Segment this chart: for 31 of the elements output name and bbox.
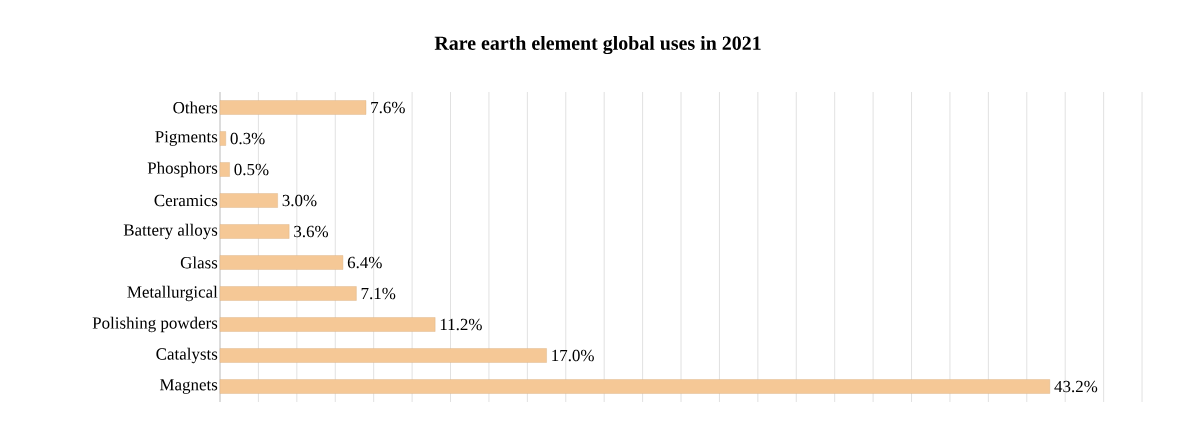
data-label: 6.4%: [347, 256, 382, 269]
data-label: 3.6%: [294, 225, 329, 238]
bar: [219, 348, 547, 363]
y-tick-label: Battery alloys: [123, 223, 218, 240]
bar: [219, 100, 367, 115]
data-label: 7.1%: [361, 287, 396, 300]
y-tick-label: Polishing powders: [92, 316, 218, 333]
bar: [219, 379, 1051, 394]
bar: [219, 255, 344, 270]
data-label: 0.5%: [234, 163, 269, 176]
y-tick-label: Others: [173, 101, 218, 114]
data-label: 0.3%: [230, 132, 265, 145]
bar: [219, 286, 357, 301]
chart-title: Rare earth element global uses in 2021: [434, 35, 761, 55]
y-tick-label: Metallurgical: [127, 285, 218, 302]
bar: [219, 224, 290, 239]
data-label: 7.6%: [371, 101, 405, 114]
bar: [219, 162, 230, 177]
y-tick-label: Magnets: [159, 379, 218, 394]
y-tick-label: Pigments: [155, 131, 218, 146]
bar: [219, 131, 226, 146]
y-tick-label: Glass: [180, 256, 218, 269]
data-label: 43.2%: [1054, 380, 1098, 393]
y-tick-label: Catalysts: [156, 347, 218, 364]
data-label: 3.0%: [282, 194, 317, 207]
bar: [219, 193, 278, 208]
data-label: 11.2%: [440, 318, 482, 331]
y-tick-label: Phosphors: [147, 161, 218, 178]
y-tick-label: Ceramics: [154, 194, 218, 207]
bar: [219, 317, 436, 332]
data-label: 17.0%: [552, 349, 594, 362]
